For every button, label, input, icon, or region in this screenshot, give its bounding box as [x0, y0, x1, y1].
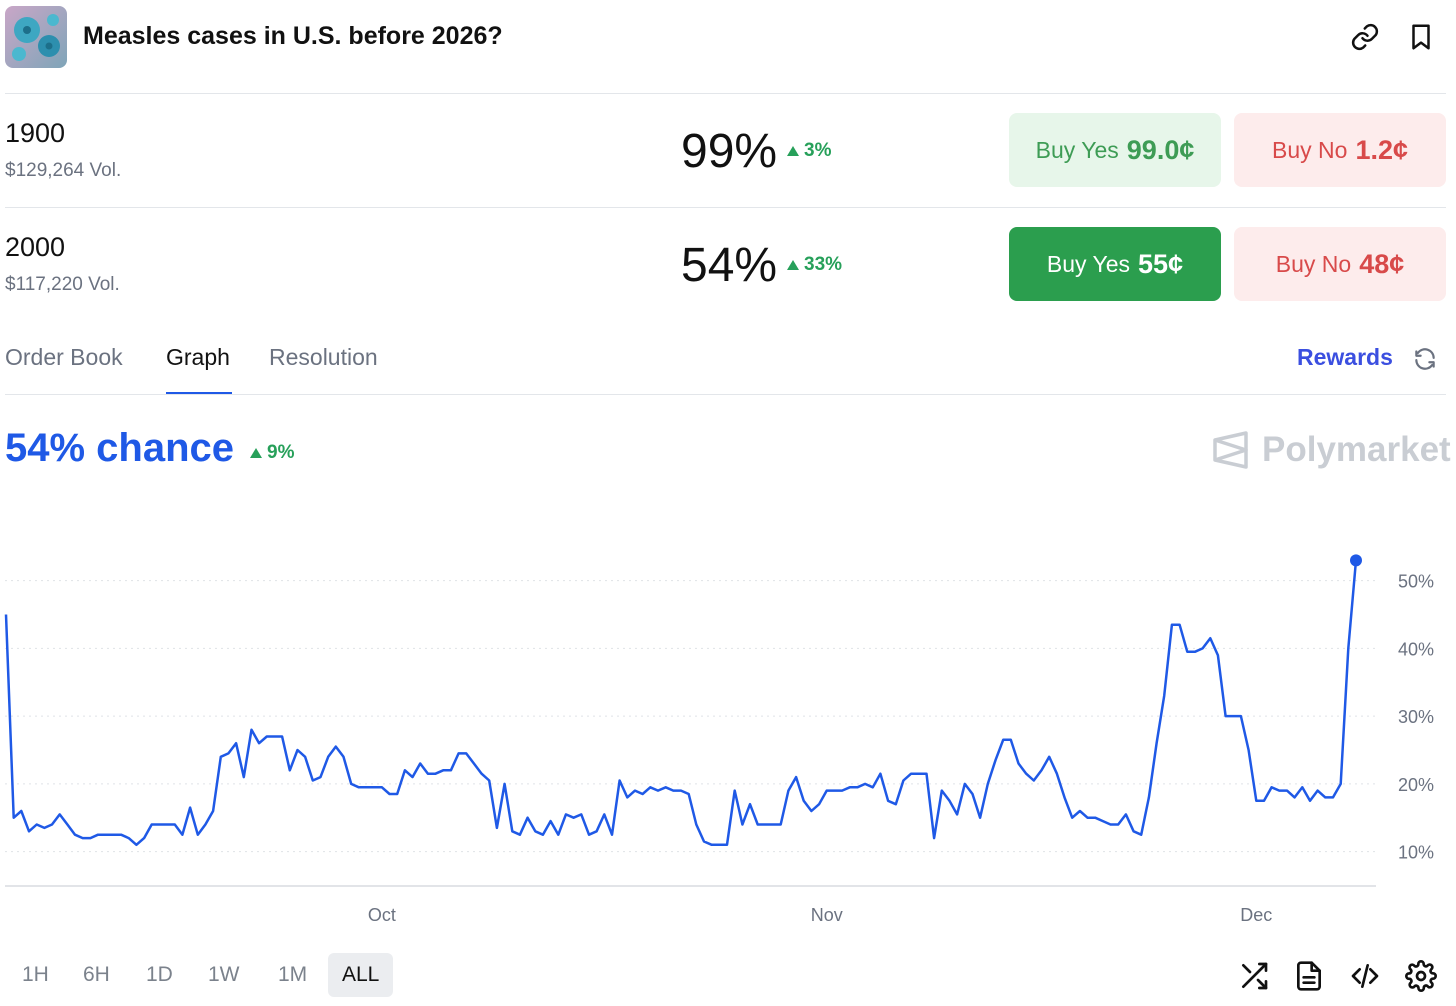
document-icon[interactable] — [1293, 960, 1325, 992]
buy-yes-price: 55¢ — [1138, 248, 1184, 279]
x-tick-label: Dec — [1240, 905, 1272, 925]
up-arrow-icon — [787, 146, 799, 156]
price-line — [4, 560, 1358, 847]
row-divider — [5, 207, 1446, 208]
range-1d[interactable]: 1D — [132, 953, 187, 997]
latest-point[interactable] — [1350, 554, 1362, 567]
rewards-link[interactable]: Rewards — [1297, 344, 1393, 370]
chance-change: 9% — [250, 442, 294, 464]
change-value: 3% — [804, 140, 832, 161]
outcome-change: 3% — [787, 140, 831, 162]
range-label: 6H — [83, 963, 110, 986]
buy-yes-button[interactable]: Buy Yes 55¢ — [1009, 227, 1221, 301]
y-tick-label: 20% — [1398, 775, 1434, 795]
outcome-volume: $117,220 Vol. — [5, 274, 120, 295]
y-tick-label: 30% — [1398, 707, 1434, 727]
outcome-volume: $129,264 Vol. — [5, 160, 122, 181]
buy-no-label: Buy No — [1275, 250, 1352, 277]
range-label: ALL — [342, 963, 380, 986]
tab-resolution[interactable]: Resolution — [269, 344, 378, 370]
x-tick-label: Oct — [368, 905, 396, 925]
buy-no-price: 1.2¢ — [1355, 134, 1408, 165]
up-arrow-icon — [787, 260, 799, 270]
price-chart: 10% 20% 30% 40% 50% Oct Nov Dec — [4, 554, 1434, 925]
tabs-divider — [5, 394, 1446, 395]
outcome-percent: 54% — [681, 239, 778, 292]
change-value: 9% — [267, 442, 295, 463]
market-title: Measles cases in U.S. before 2026? — [83, 22, 503, 50]
shuffle-icon[interactable] — [1238, 960, 1270, 992]
buy-yes-button[interactable]: Buy Yes 99.0¢ — [1009, 113, 1221, 187]
y-tick-label: 40% — [1398, 639, 1434, 659]
outcome-change: 33% — [787, 254, 842, 276]
header-divider — [5, 93, 1446, 94]
range-1w[interactable]: 1W — [194, 953, 254, 997]
active-tab-indicator — [166, 392, 232, 395]
tab-graph[interactable]: Graph — [166, 344, 230, 370]
range-label: 1D — [146, 963, 173, 986]
range-label: 1H — [22, 963, 49, 986]
buy-yes-price: 99.0¢ — [1126, 134, 1195, 165]
buy-no-label: Buy No — [1272, 136, 1348, 163]
bookmark-icon[interactable] — [1406, 22, 1436, 52]
outcome-name: 1900 — [5, 118, 66, 148]
buy-no-price: 48¢ — [1359, 248, 1405, 279]
polymarket-logo: Polymarket — [1212, 430, 1451, 470]
range-1h[interactable]: 1H — [8, 953, 63, 997]
outcome-percent: 99% — [681, 125, 778, 178]
refresh-icon[interactable] — [1412, 346, 1438, 372]
x-tick-label: Nov — [811, 905, 843, 925]
y-tick-label: 10% — [1398, 843, 1434, 863]
range-all[interactable]: ALL — [328, 953, 394, 997]
buy-no-button[interactable]: Buy No 48¢ — [1234, 227, 1446, 301]
outcome-name: 2000 — [5, 232, 66, 262]
embed-code-icon[interactable] — [1349, 960, 1381, 992]
up-arrow-icon — [250, 448, 262, 458]
buy-yes-label: Buy Yes — [1035, 136, 1119, 163]
grid-lines — [5, 580, 1376, 853]
tab-order-book[interactable]: Order Book — [5, 344, 123, 370]
range-1m[interactable]: 1M — [264, 953, 321, 997]
change-value: 33% — [804, 254, 843, 275]
chance-value: 54% chance — [5, 426, 235, 470]
polymarket-logo-icon — [1213, 431, 1248, 469]
buy-no-button[interactable]: Buy No 1.2¢ — [1234, 113, 1446, 187]
settings-gear-icon[interactable] — [1405, 960, 1437, 992]
buy-yes-label: Buy Yes — [1046, 250, 1131, 277]
range-6h[interactable]: 6H — [69, 953, 124, 997]
range-label: 1W — [208, 963, 240, 986]
link-icon[interactable] — [1350, 22, 1380, 52]
market-thumbnail — [5, 6, 67, 68]
y-tick-label: 50% — [1398, 572, 1434, 592]
brand-name: Polymarket — [1262, 430, 1451, 469]
range-label: 1M — [278, 963, 308, 986]
